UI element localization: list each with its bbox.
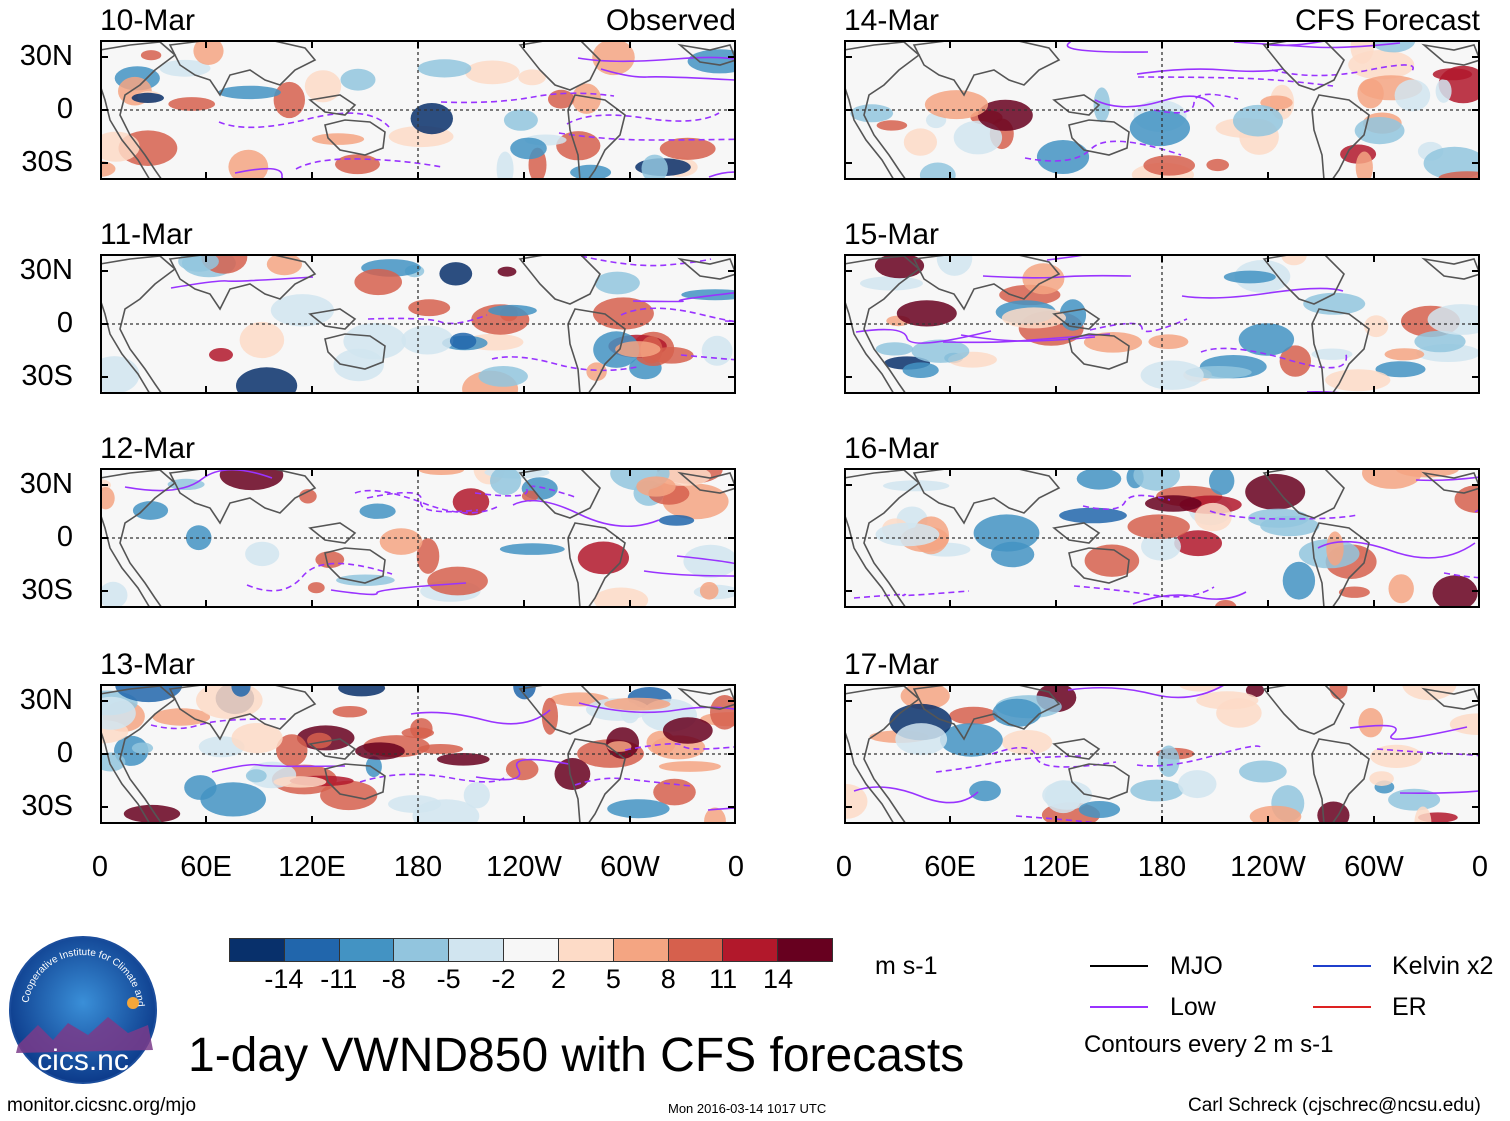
- lon-label: 0: [1471, 851, 1489, 883]
- map-field: [100, 684, 736, 824]
- colorbar-swatch: [449, 939, 505, 961]
- lat-label: 30N: [19, 40, 73, 72]
- lon-label: 60W: [1344, 851, 1404, 883]
- colorbar-tick-label: -8: [381, 964, 406, 994]
- panel-date-label: 15-Mar: [844, 218, 940, 251]
- map-panel-12-mar: [100, 468, 736, 608]
- colorbar-swatch: [394, 939, 450, 961]
- panel-date-label: 12-Mar: [100, 432, 196, 465]
- map-field: [844, 684, 1480, 824]
- lon-label: 180: [393, 851, 443, 883]
- colorbar-swatch: [339, 939, 395, 961]
- lat-label: 30N: [19, 468, 73, 500]
- lat-label: 30S: [21, 360, 73, 392]
- colorbar-tick-label: 8: [660, 964, 676, 994]
- colorbar-tick-label: 2: [550, 964, 566, 994]
- lat-label: 0: [56, 521, 73, 553]
- colorbar-swatch: [504, 939, 559, 961]
- map-panel-16-mar: [844, 468, 1480, 608]
- panel-date-label: 16-Mar: [844, 432, 940, 465]
- observed-label: Observed: [605, 4, 736, 37]
- lon-label: 60W: [600, 851, 660, 883]
- colorbar-swatch: [558, 939, 614, 961]
- legend-er-label: ER: [1392, 993, 1427, 1021]
- legend-er-line: [1313, 1006, 1371, 1008]
- footer-timestamp: Mon 2016-03-14 1017 UTC: [668, 1101, 827, 1116]
- lat-label: 0: [56, 737, 73, 769]
- lat-label: 30N: [19, 254, 73, 286]
- legend-kelvin-label: Kelvin x2: [1392, 952, 1494, 980]
- colorbar-tick-label: -5: [436, 964, 461, 994]
- lon-label: 120E: [278, 851, 346, 883]
- colorbar-swatch: [613, 939, 669, 961]
- lon-label: 0: [91, 851, 109, 883]
- colorbar-tick-label: 5: [605, 964, 621, 994]
- map-panel-10-mar: [100, 40, 736, 180]
- lon-label: 120W: [1230, 851, 1306, 883]
- legend-kelvin-line: [1313, 965, 1371, 967]
- colorbar-tick-label: 14: [763, 964, 794, 994]
- lon-label: 0: [835, 851, 853, 883]
- panel-date-label: 11-Mar: [100, 218, 193, 251]
- lon-label: 0: [727, 851, 745, 883]
- legend-mjo-line: [1090, 965, 1148, 967]
- panel-date-label: 17-Mar: [844, 648, 940, 681]
- map-field: [844, 40, 1480, 180]
- map-field: [100, 254, 736, 394]
- colorbar-tick-label: -14: [264, 964, 304, 994]
- map-panel-15-mar: [844, 254, 1480, 394]
- colorbar: [229, 938, 833, 962]
- svg-text:cics.nc: cics.nc: [37, 1044, 129, 1077]
- lat-label: 30S: [21, 146, 73, 178]
- legend-low-label: Low: [1170, 993, 1216, 1021]
- lon-label: 180: [1137, 851, 1187, 883]
- colorbar-swatch: [778, 939, 832, 961]
- panel-date-label: 13-Mar: [100, 648, 196, 681]
- map-field: [844, 254, 1480, 394]
- lat-label: 30N: [19, 684, 73, 716]
- lon-label: 60E: [924, 851, 976, 883]
- map-panel-13-mar: [100, 684, 736, 824]
- lat-label: 30S: [21, 790, 73, 822]
- forecast-label: CFS Forecast: [1294, 4, 1480, 37]
- lon-label: 60E: [180, 851, 232, 883]
- panel-date-label: 14-Mar: [844, 4, 940, 37]
- footer-url[interactable]: monitor.cicsnc.org/mjo: [7, 1095, 197, 1116]
- lat-label: 30S: [21, 574, 73, 606]
- lon-label: 120E: [1022, 851, 1090, 883]
- figure-title: 1-day VWND850 with CFS forecasts: [188, 1029, 965, 1082]
- legend-note: Contours every 2 m s-1: [1084, 1031, 1334, 1058]
- map-panel-17-mar: [844, 684, 1480, 824]
- lat-label: 0: [56, 93, 73, 125]
- colorbar-swatch: [230, 939, 285, 961]
- map-field: [100, 40, 736, 180]
- cics-logo: Cooperative Institute for Climate and Sa…: [8, 935, 157, 1084]
- lon-label: 120W: [486, 851, 562, 883]
- colorbar-tick-label: 11: [709, 964, 738, 994]
- map-field: [844, 468, 1480, 608]
- lat-label: 0: [56, 307, 73, 339]
- colorbar-unit: m s-1: [875, 952, 938, 980]
- colorbar-swatch: [723, 939, 779, 961]
- colorbar-tick-label: -11: [320, 964, 358, 994]
- legend-low-line: [1090, 1006, 1148, 1008]
- map-field: [100, 468, 736, 608]
- colorbar-swatch: [284, 939, 340, 961]
- footer-author: Carl Schreck (cjschrec@ncsu.edu): [1188, 1095, 1481, 1116]
- map-panel-11-mar: [100, 254, 736, 394]
- panel-date-label: 10-Mar: [100, 4, 196, 37]
- colorbar-swatch: [668, 939, 724, 961]
- legend-mjo-label: MJO: [1170, 952, 1223, 980]
- colorbar-tick-label: -2: [491, 964, 516, 994]
- map-panel-14-mar: [844, 40, 1480, 180]
